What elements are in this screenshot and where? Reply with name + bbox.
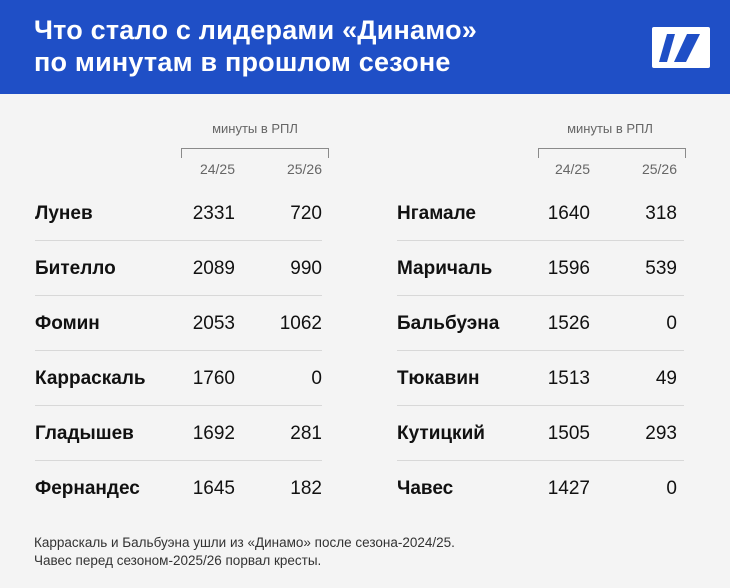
player-name: Маричаль [397,258,493,279]
header-banner: Что стало с лидерами «Динамо» по минутам… [0,0,730,94]
logo-icon [652,27,710,68]
minutes-2425: 1513 [547,368,590,389]
minutes-2526: 0 [311,368,322,389]
minutes-2526: 0 [666,478,677,499]
player-name: Гладышев [35,423,134,444]
player-name: Кутицкий [397,423,485,444]
table-right: минуты в РПЛ 24/25 25/26 Нгамале 1640 318 М… [397,94,727,514]
row-divider [397,295,684,296]
table-row: Фомин 2053 1062 [35,296,322,351]
minutes-2526: 49 [655,368,677,389]
player-name: Тюкавин [397,368,480,389]
page-title: Что стало с лидерами «Динамо» по минутам… [34,14,477,78]
player-name: Нгамале [397,203,476,224]
player-name: Бителло [35,258,116,279]
table-row: Нгамале 1640 318 [397,186,684,241]
player-name: Фомин [35,313,100,334]
row-divider [35,405,322,406]
row-divider [35,295,322,296]
minutes-2425: 1596 [547,258,590,279]
row-divider [397,460,684,461]
table-row: Тюкавин 1513 49 [397,351,684,406]
column-header-2526: 25/26 [641,161,677,177]
player-name: Бальбуэна [397,313,500,334]
title-line-1: Что стало с лидерами «Динамо» [34,15,477,45]
title-line-2: по минутам в прошлом сезоне [34,47,451,77]
minutes-2526: 1062 [279,313,322,334]
table-row: Карраскаль 1760 0 [35,351,322,406]
table-row: Лунев 2331 720 [35,186,322,241]
table-caption: минуты в РПЛ [212,121,298,136]
minutes-2425: 2053 [192,313,235,334]
minutes-2526: 720 [290,203,322,224]
player-name: Фернандес [35,478,140,499]
minutes-2526: 281 [290,423,322,444]
minutes-2425: 1760 [192,368,235,389]
table-left: минуты в РПЛ 24/25 25/26 Лунев 2331 720 Бит… [35,94,365,514]
table-row: Фернандес 1645 182 [35,461,322,516]
caption-bracket [181,148,329,158]
table-caption: минуты в РПЛ [567,121,653,136]
table-row: Чавес 1427 0 [397,461,684,516]
minutes-2526: 990 [290,258,322,279]
footnote-line-1: Карраскаль и Бальбуэна ушли из «Динамо» … [34,535,455,550]
player-name: Карраскаль [35,368,146,389]
minutes-2526: 318 [645,203,677,224]
footnote-line-2: Чавес перед сезоном-2025/26 порвал крест… [34,553,322,568]
player-name: Лунев [35,203,93,224]
minutes-2526: 182 [290,478,322,499]
column-header-2425: 24/25 [199,161,235,177]
minutes-2526: 0 [666,313,677,334]
table-row: Бальбуэна 1526 0 [397,296,684,351]
minutes-2425: 2331 [192,203,235,224]
table-row: Гладышев 1692 281 [35,406,322,461]
row-divider [35,350,322,351]
player-name: Чавес [397,478,454,499]
minutes-2425: 2089 [192,258,235,279]
minutes-2425: 1692 [192,423,235,444]
table-row: Бителло 2089 990 [35,241,322,296]
minutes-2425: 1645 [192,478,235,499]
column-header-2526: 25/26 [286,161,322,177]
minutes-2526: 539 [645,258,677,279]
minutes-2425: 1505 [547,423,590,444]
row-divider [397,240,684,241]
footnote: Карраскаль и Бальбуэна ушли из «Динамо» … [34,534,455,570]
minutes-2425: 1640 [547,203,590,224]
row-divider [35,460,322,461]
row-divider [35,240,322,241]
minutes-2526: 293 [645,423,677,444]
minutes-2425: 1427 [547,478,590,499]
row-divider [397,350,684,351]
minutes-2425: 1526 [547,313,590,334]
caption-bracket [538,148,686,158]
column-header-2425: 24/25 [554,161,590,177]
table-row: Маричаль 1596 539 [397,241,684,296]
row-divider [397,405,684,406]
table-row: Кутицкий 1505 293 [397,406,684,461]
